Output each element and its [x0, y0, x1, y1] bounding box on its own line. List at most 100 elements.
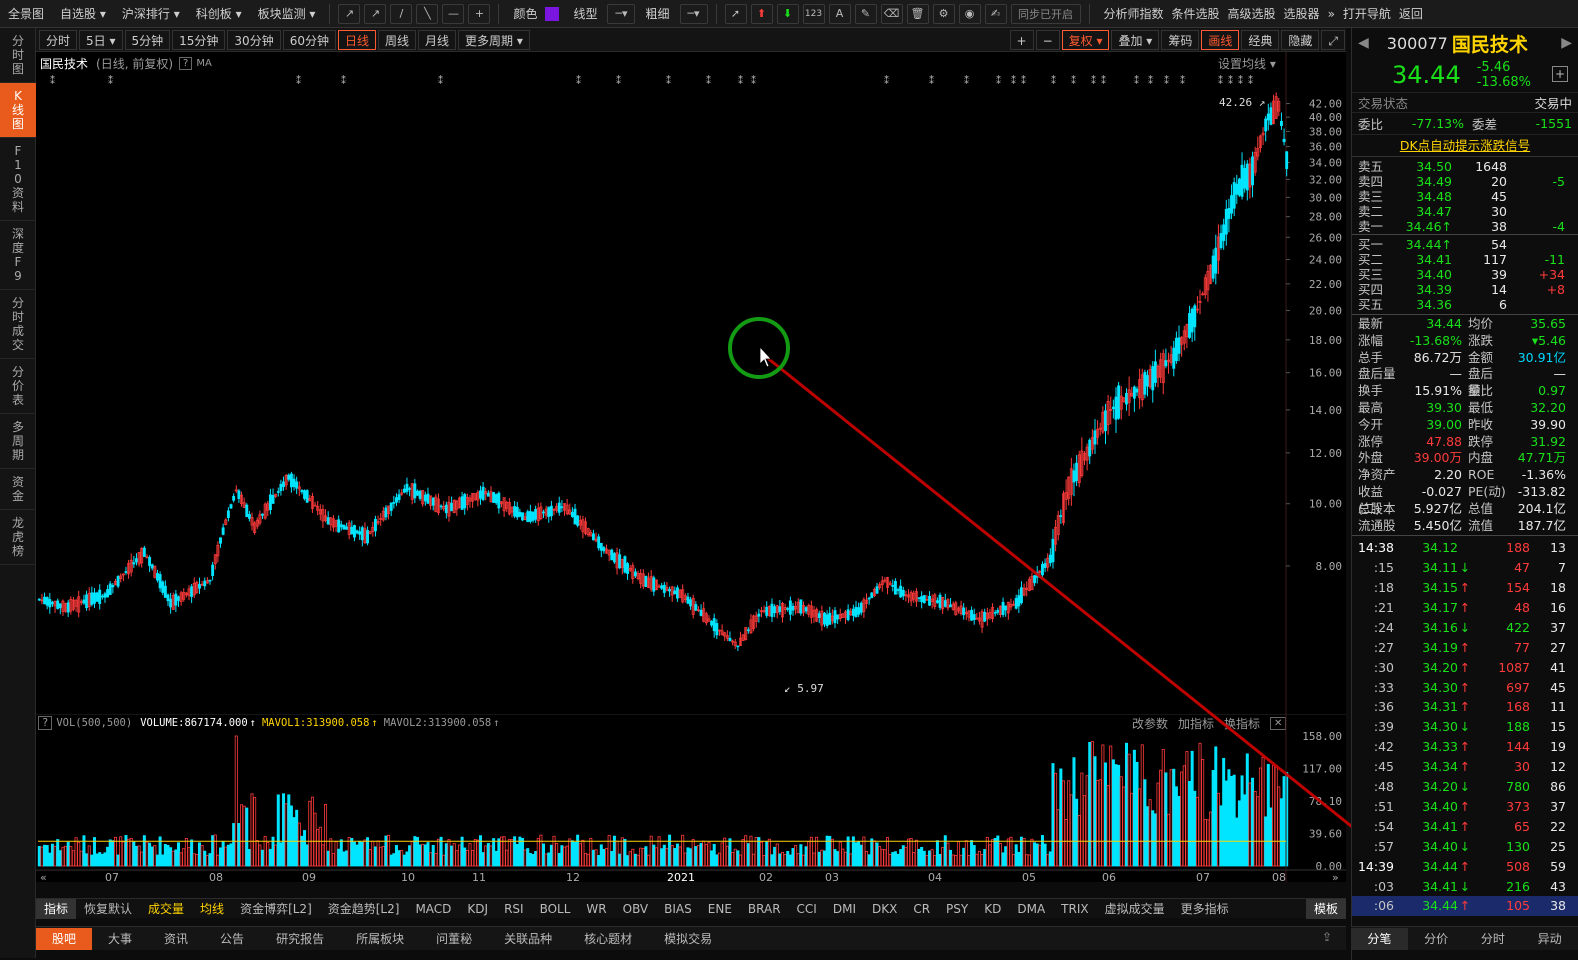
menu-ranking[interactable]: 沪深排行 ▾ — [121, 6, 180, 21]
indicator-tab[interactable]: PSY — [946, 901, 969, 916]
indicator-tab[interactable]: OBV — [622, 901, 649, 916]
left-nav-item[interactable]: 龙虎榜 — [0, 510, 36, 565]
tick-row[interactable]: :42 34.33 ↑ 144 19 — [1352, 737, 1578, 757]
period-tab[interactable]: 5分钟 — [124, 29, 171, 50]
draw-ray-icon[interactable]: ↗ — [338, 3, 361, 24]
indicator-tab[interactable]: 模板 — [1305, 898, 1346, 919]
indicator-tab[interactable]: 均线 — [200, 901, 225, 916]
gear-icon[interactable]: ⚙ — [932, 3, 955, 24]
menu-open-nav[interactable]: 打开导航 — [1342, 6, 1391, 21]
fullscreen-icon[interactable]: ⤢ — [1321, 29, 1345, 50]
bottom-tab[interactable]: 关联品种 — [504, 931, 553, 946]
bottom-tab[interactable]: 所属板块 — [356, 931, 405, 946]
indicator-tab[interactable]: RSI — [504, 901, 524, 916]
period-tab[interactable]: 5日 ▾ — [79, 29, 123, 50]
text-icon[interactable]: A — [828, 3, 851, 24]
pointer-icon[interactable]: ➚ — [724, 3, 747, 24]
tick-row[interactable]: :27 34.19 ↑ 77 27 — [1352, 638, 1578, 658]
indicator-tab[interactable]: MACD — [415, 901, 452, 916]
period-tab[interactable]: 30分钟 — [227, 29, 281, 50]
period-tab[interactable]: 更多周期 ▾ — [458, 29, 530, 50]
left-nav-item[interactable]: 分时成交 — [0, 290, 36, 359]
help-icon[interactable]: ? — [179, 57, 193, 70]
menu-condition-select[interactable]: 条件选股 — [1171, 6, 1220, 21]
tick-list[interactable]: 14:38 34.12 188 13:15 34.11 ↓ 47 7:18 34.15 ↑ 154 1… — [1352, 535, 1578, 917]
period-tab[interactable]: 日线 — [337, 29, 376, 50]
classic-button[interactable]: 经典 — [1241, 29, 1280, 50]
quote-tab[interactable]: 分时 — [1480, 931, 1505, 946]
indicator-tab[interactable]: 虚拟成交量 — [1104, 901, 1165, 916]
indicator-tab[interactable]: ENE — [707, 901, 732, 916]
tick-row[interactable]: :24 34.16 ↓ 422 37 — [1352, 618, 1578, 638]
bottom-tab[interactable]: 研究报告 — [276, 931, 325, 946]
bottom-tab[interactable]: 核心题材 — [584, 931, 633, 946]
ruler-icon[interactable]: ✎ — [854, 3, 877, 24]
menu-analyst-index[interactable]: 分析师指数 — [1103, 6, 1164, 21]
left-nav-item[interactable]: 多周期 — [0, 414, 36, 469]
indicator-tab[interactable]: CCI — [796, 901, 817, 916]
tick-row[interactable]: :18 34.15 ↑ 154 18 — [1352, 578, 1578, 598]
left-nav-item[interactable]: 资金 — [0, 469, 36, 510]
tick-row[interactable]: :03 34.41 ↓ 216 43 — [1352, 877, 1578, 897]
restore-rights-select[interactable]: 复权 ▾ — [1061, 29, 1110, 50]
draw-hline-icon[interactable]: — — [442, 3, 465, 24]
tick-row[interactable]: :15 34.11 ↓ 47 7 — [1352, 558, 1578, 578]
chevron-right-icon[interactable]: ▶ — [1561, 35, 1572, 51]
period-tab[interactable]: 15分钟 — [172, 29, 226, 50]
number-icon[interactable]: 123 — [802, 3, 825, 24]
menu-watchlist[interactable]: 自选股 ▾ — [60, 6, 106, 21]
zoom-out-icon[interactable]: − — [1035, 29, 1060, 50]
add-watchlist-icon[interactable]: + — [1552, 66, 1568, 82]
indicator-tab[interactable]: 恢复默认 — [84, 901, 133, 916]
menu-stock-picker[interactable]: 选股器 — [1283, 6, 1320, 21]
indicator-tab[interactable]: WR — [586, 901, 607, 916]
tick-row[interactable]: :33 34.30 ↑ 697 45 — [1352, 678, 1578, 698]
indicator-tab[interactable]: 成交量 — [148, 901, 185, 916]
period-tab[interactable]: 月线 — [418, 29, 457, 50]
bottom-tab[interactable]: 股吧 — [36, 927, 93, 950]
indicator-tab[interactable]: KDJ — [467, 901, 489, 916]
tick-row[interactable]: :54 34.41 ↑ 65 22 — [1352, 817, 1578, 837]
kline-chart-area[interactable]: 国民技术 (日线, 前复权) ? MA 设置均线 ▾ 42.00 40.00 38.… — [36, 52, 1346, 882]
tick-row[interactable]: :48 34.20 ↓ 780 86 — [1352, 777, 1578, 797]
menu-overview[interactable]: 全景图 — [8, 6, 45, 21]
indicator-tab[interactable]: BOLL — [539, 901, 571, 916]
indicator-tab[interactable]: 资金趋势[L2] — [327, 901, 400, 916]
tick-row[interactable]: :45 34.34 ↑ 30 12 — [1352, 757, 1578, 777]
indicator-tab[interactable]: TRIX — [1061, 901, 1089, 916]
chips-button[interactable]: 筹码 — [1161, 29, 1200, 50]
draw-arrow-icon[interactable]: ↗ — [364, 3, 387, 24]
draw-line-button[interactable]: 画线 — [1201, 29, 1240, 50]
bottom-tab[interactable]: 资讯 — [164, 931, 189, 946]
up-arrow-icon[interactable]: ⬆ — [750, 3, 773, 24]
bottom-tab[interactable]: 大事 — [108, 931, 133, 946]
draw-diagonal-icon[interactable]: ╲ — [416, 3, 439, 24]
overlay-select[interactable]: 叠加 ▾ — [1111, 29, 1160, 50]
thickness-select[interactable]: ─▾ — [679, 3, 708, 24]
indicator-tab[interactable]: 指标 — [36, 898, 77, 919]
tick-row[interactable]: :30 34.20 ↑ 1087 41 — [1352, 658, 1578, 678]
zoom-in-icon[interactable]: + — [1009, 29, 1034, 50]
eye-icon[interactable]: ◉ — [958, 3, 981, 24]
draw-line-icon[interactable]: / — [390, 3, 413, 24]
trash-icon[interactable]: 🗑 — [906, 3, 929, 24]
color-swatch[interactable] — [545, 6, 560, 21]
quote-tab[interactable]: 异动 — [1537, 931, 1562, 946]
bottom-tab[interactable]: 公告 — [220, 931, 245, 946]
indicator-tab[interactable]: BRAR — [747, 901, 781, 916]
edit-icon[interactable]: ✍ — [984, 3, 1007, 24]
hide-button[interactable]: 隐藏 — [1281, 29, 1320, 50]
menu-sector-monitor[interactable]: 板块监测 ▾ — [257, 6, 316, 21]
menu-advanced-select[interactable]: 高级选股 — [1227, 6, 1276, 21]
help-icon[interactable]: ? — [38, 716, 53, 730]
chevron-left-icon[interactable]: ◀ — [1358, 35, 1369, 51]
tick-row[interactable]: 14:39 34.44 ↑ 508 59 — [1352, 857, 1578, 877]
indicator-tab[interactable]: CR — [913, 901, 931, 916]
tick-row[interactable]: :51 34.40 ↑ 373 37 — [1352, 797, 1578, 817]
indicator-tab[interactable]: DMI — [832, 901, 856, 916]
dk-signal-link[interactable]: DK点自动提示涨跌信号 — [1352, 134, 1578, 156]
left-nav-item[interactable]: 分时图 — [0, 28, 36, 83]
